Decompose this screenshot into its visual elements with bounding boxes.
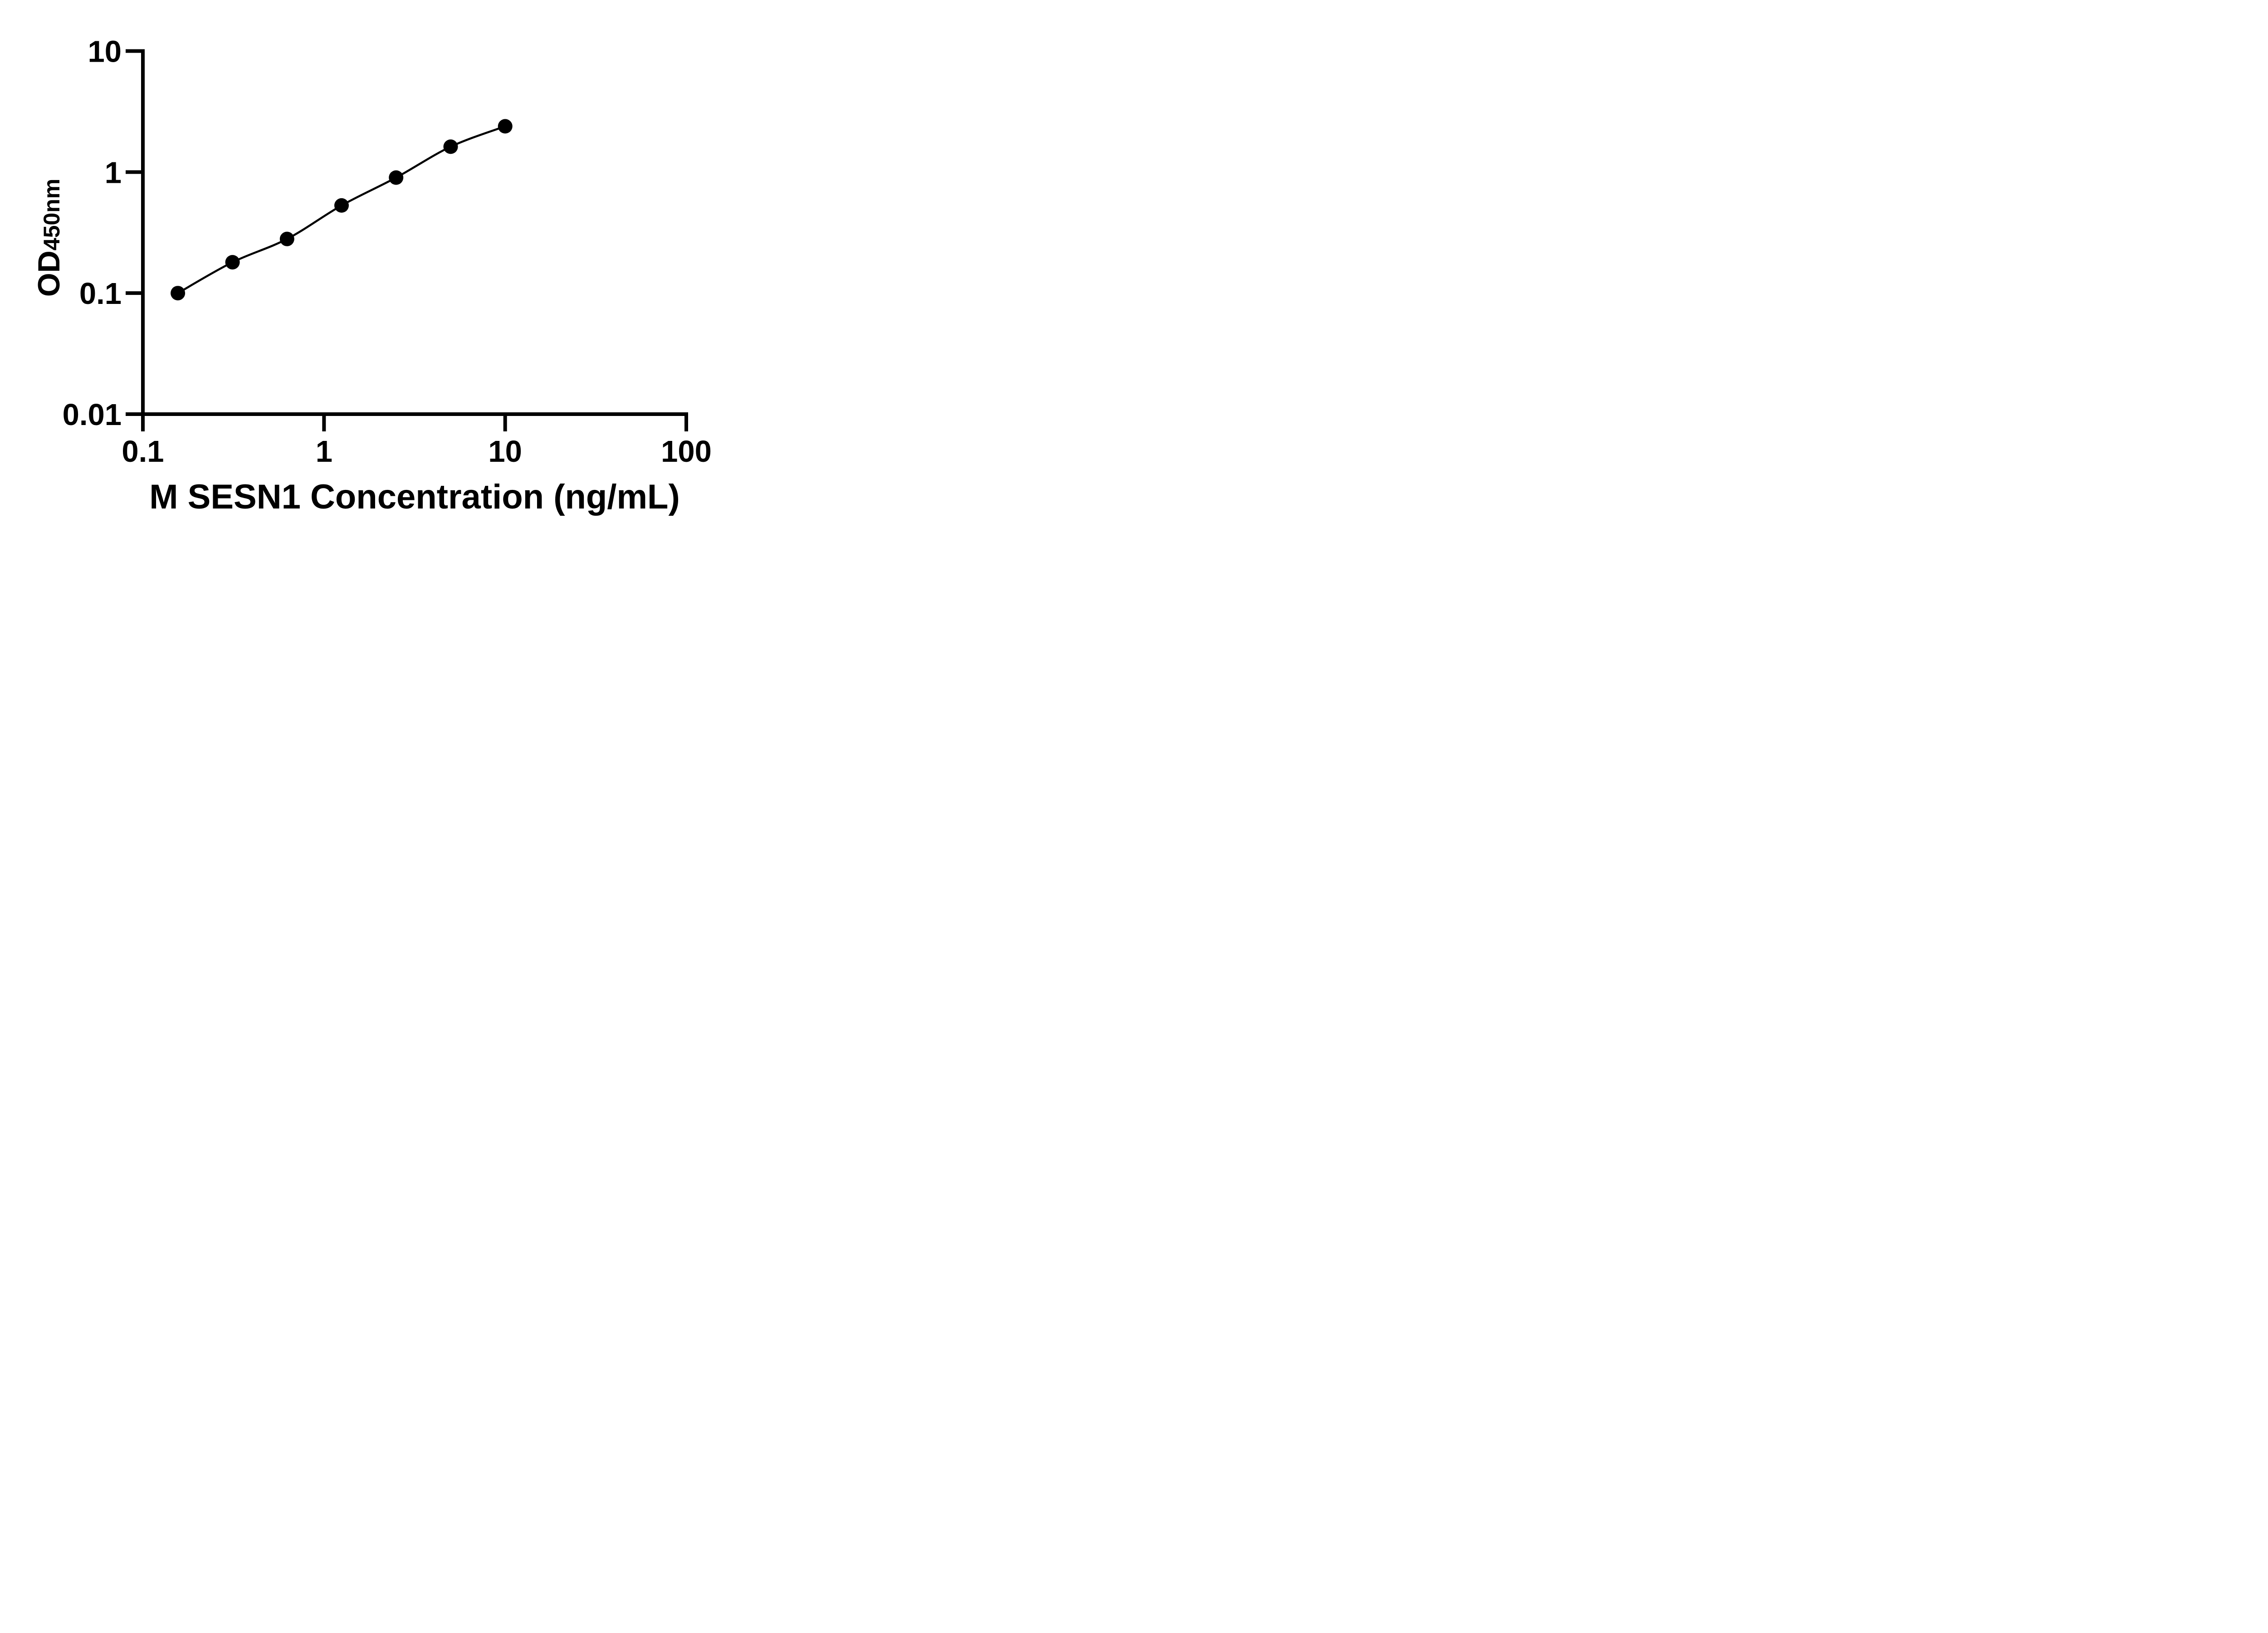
elisa-standard-curve-figure: 0.1 1 10 100 10 1 0.1 0.01 M SESN1 Concentratio…	[0, 0, 770, 544]
axes	[141, 49, 688, 416]
data-point	[225, 255, 240, 270]
data-point	[443, 139, 458, 154]
data-point	[389, 170, 404, 185]
data-points-group	[171, 119, 513, 301]
y-tick-label: 1	[105, 156, 122, 190]
axis-ticks	[126, 49, 688, 431]
x-axis-title: M SESN1 Concentration (ng/mL)	[149, 478, 680, 516]
y-tick-label: 0.01	[63, 398, 122, 432]
y-tick-label: 0.1	[79, 277, 122, 311]
data-point	[279, 231, 294, 246]
y-tick-label: 10	[88, 35, 122, 69]
x-tick-label: 1	[316, 435, 332, 469]
x-tick-label: 100	[661, 435, 712, 469]
y-axis-title-main: OD	[32, 250, 66, 297]
y-axis-title: OD450nm	[32, 179, 66, 297]
x-tick-label: 0.1	[122, 435, 164, 469]
data-point	[334, 198, 349, 213]
x-tick-label: 10	[488, 435, 522, 469]
data-point	[498, 119, 513, 134]
y-axis-title-subscript: 450nm	[39, 179, 64, 250]
data-point	[171, 286, 186, 301]
